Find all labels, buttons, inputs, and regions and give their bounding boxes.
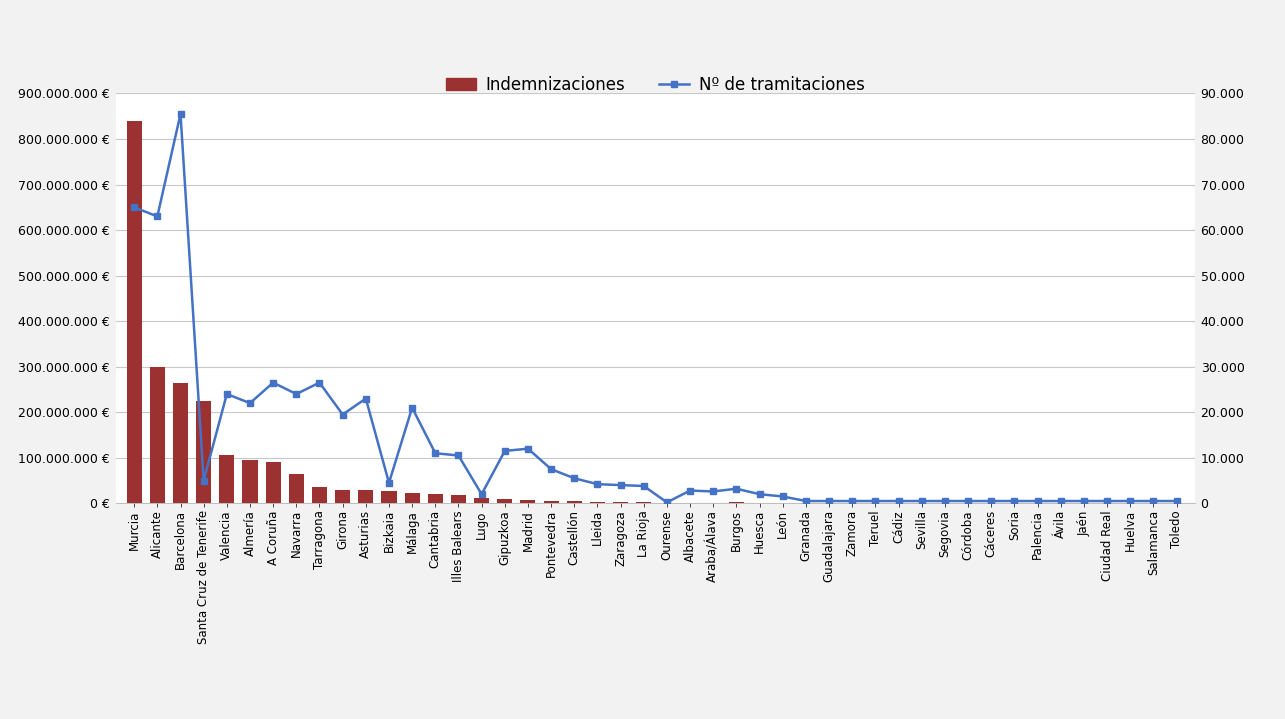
Bar bbox=[266, 462, 280, 503]
Bar bbox=[428, 494, 443, 503]
Bar bbox=[173, 383, 188, 503]
Bar bbox=[474, 498, 490, 503]
Bar bbox=[220, 456, 234, 503]
Bar bbox=[382, 491, 397, 503]
Bar bbox=[359, 490, 374, 503]
Bar bbox=[312, 487, 326, 503]
Bar bbox=[405, 493, 420, 503]
Bar bbox=[590, 502, 605, 503]
Bar bbox=[335, 490, 351, 503]
Bar bbox=[544, 501, 559, 503]
Bar bbox=[497, 499, 513, 503]
Bar bbox=[127, 121, 141, 503]
Bar bbox=[520, 500, 536, 503]
Bar bbox=[451, 495, 466, 503]
Bar bbox=[289, 474, 303, 503]
Bar bbox=[197, 401, 211, 503]
Bar bbox=[243, 460, 257, 503]
Bar bbox=[567, 501, 582, 503]
Bar bbox=[729, 502, 744, 503]
Bar bbox=[150, 367, 164, 503]
Legend: Indemnizaciones, Nº de tramitaciones: Indemnizaciones, Nº de tramitaciones bbox=[439, 69, 871, 101]
